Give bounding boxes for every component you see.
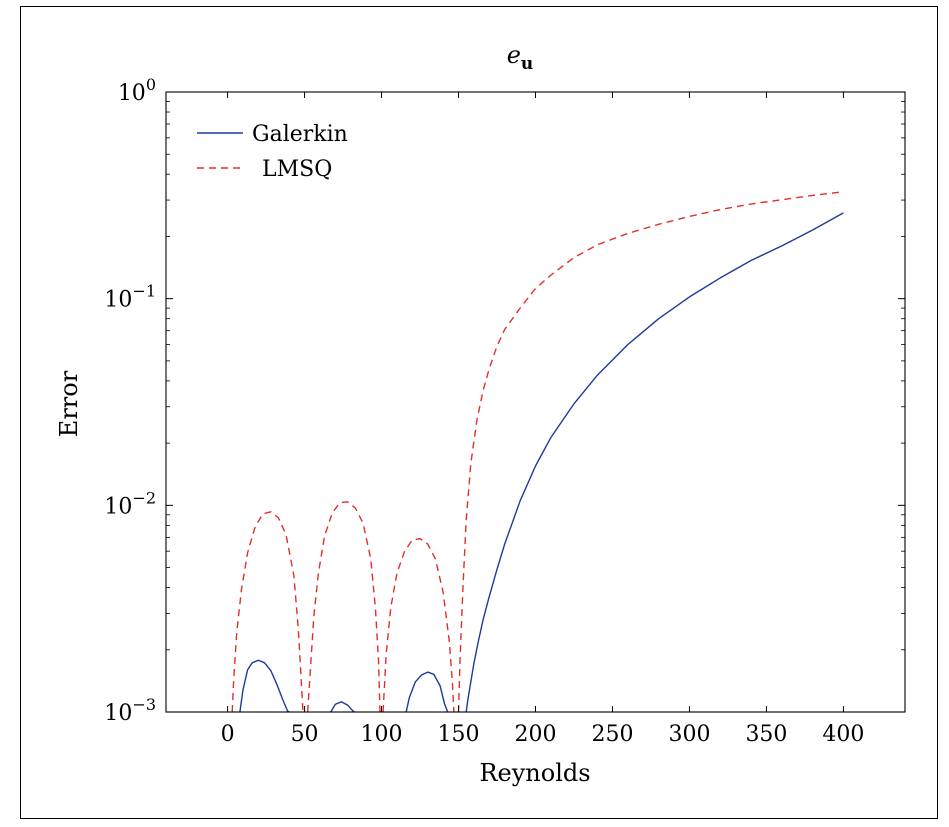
chart-title: eu (507, 41, 534, 74)
y-tick-label: 10−3 (104, 695, 156, 726)
axes-box (165, 91, 906, 713)
x-tick-label: 0 (221, 722, 235, 747)
x-tick-label: 400 (822, 722, 864, 747)
legend-label-galerkin: Galerkin (252, 122, 348, 147)
y-tick-label: 10−1 (104, 282, 156, 313)
legend-label-lmsq: LMSQ (262, 157, 332, 182)
y-axis-label: Error (55, 370, 83, 437)
x-tick-label: 50 (291, 722, 319, 747)
chart-title-subscript: u (521, 54, 533, 74)
x-tick-label: 350 (745, 722, 787, 747)
x-axis-label: Reynolds (479, 759, 590, 787)
series-line-galerkin (239, 212, 844, 712)
series-line-lmsq (231, 191, 844, 712)
x-tick-label: 100 (361, 722, 403, 747)
x-tick-label: 200 (515, 722, 557, 747)
x-tick-label: 250 (591, 722, 633, 747)
y-tick-label: 10−2 (104, 488, 156, 519)
x-tick-label: 300 (668, 722, 710, 747)
plot-area: 0 50 100 150 200 250 300 350 400 10−3 10−2 10−1 100 (104, 75, 906, 747)
y-tick-label: 100 (118, 75, 156, 106)
chart-title-main: e (507, 41, 521, 69)
legend: Galerkin LMSQ (197, 122, 348, 182)
x-tick-label: 150 (438, 722, 480, 747)
